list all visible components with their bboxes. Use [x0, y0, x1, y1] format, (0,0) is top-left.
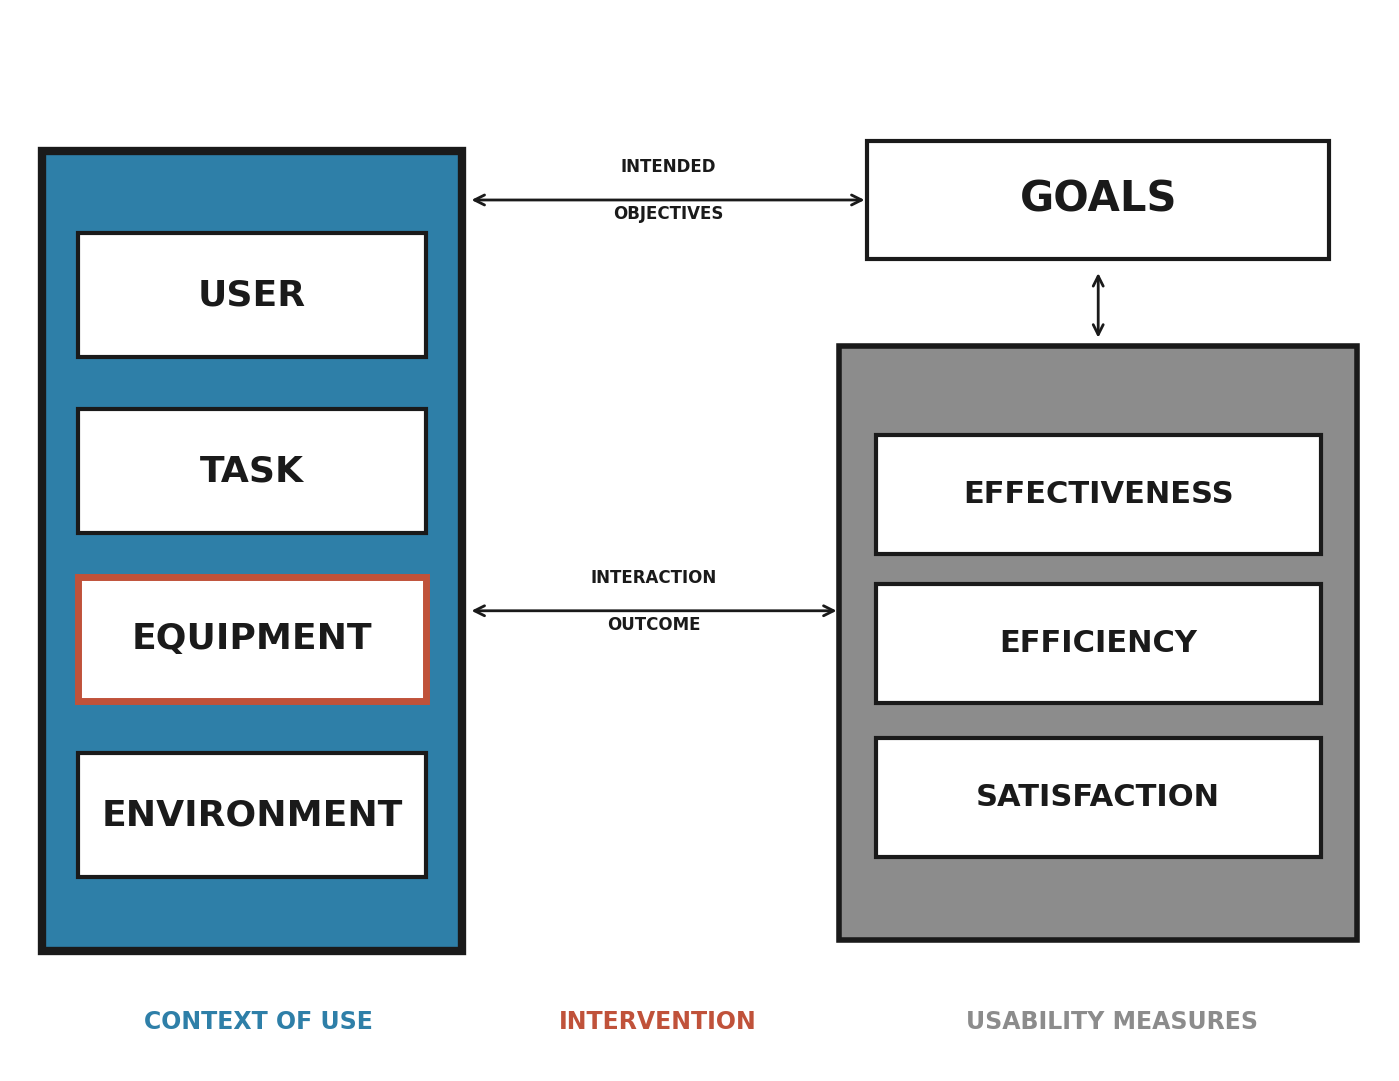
- FancyBboxPatch shape: [867, 141, 1329, 259]
- Text: GOALS: GOALS: [1020, 179, 1177, 221]
- FancyBboxPatch shape: [78, 753, 425, 878]
- Text: TASK: TASK: [200, 454, 304, 489]
- FancyBboxPatch shape: [876, 738, 1321, 857]
- Text: SATISFACTION: SATISFACTION: [977, 784, 1220, 812]
- Text: EQUIPMENT: EQUIPMENT: [132, 623, 372, 656]
- Text: INTERACTION: INTERACTION: [590, 569, 718, 587]
- Text: OBJECTIVES: OBJECTIVES: [613, 205, 723, 224]
- Text: USER: USER: [197, 278, 306, 312]
- Text: CONTEXT OF USE: CONTEXT OF USE: [144, 1010, 374, 1033]
- FancyBboxPatch shape: [78, 577, 425, 702]
- Text: EFFECTIVENESS: EFFECTIVENESS: [963, 480, 1234, 509]
- FancyBboxPatch shape: [876, 584, 1321, 703]
- FancyBboxPatch shape: [78, 233, 425, 358]
- Text: INTERVENTION: INTERVENTION: [558, 1010, 757, 1033]
- Text: ENVIRONMENT: ENVIRONMENT: [101, 798, 403, 832]
- FancyBboxPatch shape: [839, 346, 1357, 940]
- Text: OUTCOME: OUTCOME: [607, 616, 701, 635]
- Text: USABILITY MEASURES: USABILITY MEASURES: [967, 1010, 1258, 1033]
- Text: INTENDED: INTENDED: [620, 158, 716, 176]
- FancyBboxPatch shape: [78, 410, 425, 533]
- FancyBboxPatch shape: [876, 435, 1321, 553]
- Text: EFFICIENCY: EFFICIENCY: [999, 629, 1198, 657]
- FancyBboxPatch shape: [42, 151, 462, 951]
